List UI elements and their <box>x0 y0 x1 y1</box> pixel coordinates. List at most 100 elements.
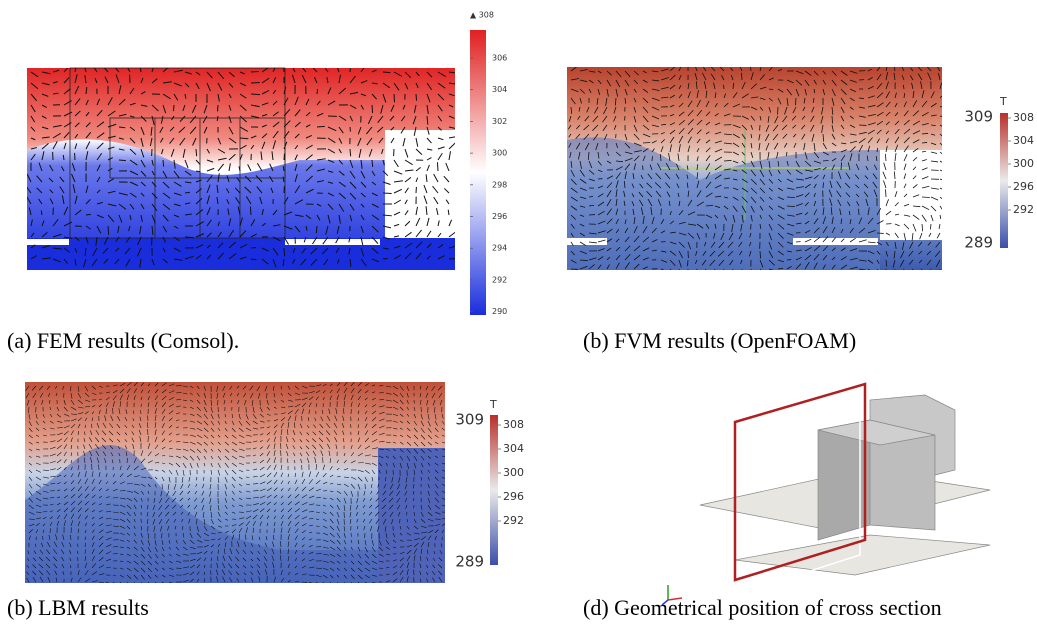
arrow <box>660 123 666 126</box>
arrow <box>107 110 116 117</box>
arrow <box>333 422 338 429</box>
arrow <box>306 457 310 464</box>
arrow <box>840 238 845 243</box>
arrow <box>63 495 69 499</box>
arrow <box>795 212 803 216</box>
arrow <box>912 139 920 144</box>
arrow <box>419 563 422 569</box>
arrow <box>687 119 694 126</box>
colorbar <box>470 30 486 315</box>
arrow <box>301 565 306 569</box>
arrow <box>210 532 216 535</box>
arrow <box>696 138 701 144</box>
arrow <box>273 494 278 499</box>
arrow <box>597 88 601 95</box>
arrow <box>584 115 590 122</box>
arrow <box>261 68 269 73</box>
arrow <box>371 258 380 263</box>
arrow <box>420 504 423 510</box>
arrow <box>154 581 157 583</box>
arrow <box>252 496 259 499</box>
arrow <box>660 230 666 234</box>
arrow <box>294 472 297 478</box>
arrow <box>856 201 860 207</box>
arrow <box>437 232 442 238</box>
arrow <box>876 207 882 216</box>
arrow <box>719 67 725 72</box>
arrow <box>250 144 255 150</box>
arrow <box>59 176 65 183</box>
arrow <box>384 476 387 482</box>
arrow <box>266 522 269 527</box>
arrow <box>822 264 826 270</box>
arrow <box>357 388 362 394</box>
arrow <box>378 560 384 563</box>
arrow <box>196 385 200 390</box>
arrow <box>714 184 722 189</box>
arrow <box>836 181 842 189</box>
arrow <box>840 115 845 122</box>
arrow <box>350 460 356 464</box>
arrow <box>196 462 199 468</box>
arrow <box>314 417 317 422</box>
arrow <box>633 115 637 123</box>
arrow <box>35 517 41 520</box>
arrow <box>867 114 876 117</box>
arrow <box>239 104 247 112</box>
arrow <box>287 556 290 562</box>
arrow <box>364 437 370 443</box>
arrow <box>91 548 95 555</box>
arrow <box>381 497 387 503</box>
arrow <box>96 164 101 172</box>
arrow <box>101 430 107 436</box>
arrow <box>217 455 222 461</box>
arrow <box>30 71 39 78</box>
arrow <box>315 497 321 499</box>
arrow <box>412 115 417 125</box>
arrow <box>140 115 147 122</box>
arrow <box>55 392 58 397</box>
arrow <box>343 468 349 471</box>
arrow <box>266 508 271 513</box>
arrow <box>35 469 41 473</box>
arrow <box>759 178 766 186</box>
arrow <box>437 126 442 131</box>
arrow <box>273 430 277 436</box>
arrow <box>272 224 281 227</box>
arrow <box>140 504 142 509</box>
arrow <box>118 159 126 162</box>
arrow <box>140 553 146 559</box>
arrow <box>129 170 139 176</box>
arrow <box>669 113 675 117</box>
arrow <box>602 115 608 123</box>
arrow <box>399 448 404 453</box>
arrow <box>371 159 374 167</box>
arrow <box>251 535 254 541</box>
arrow <box>885 145 888 153</box>
arrow <box>77 385 80 392</box>
arrow <box>126 553 131 557</box>
arrow <box>245 427 252 432</box>
arrow <box>77 478 82 485</box>
arrow <box>831 256 836 261</box>
arrow <box>168 553 172 557</box>
arrow <box>382 170 389 177</box>
arrow <box>867 259 874 264</box>
arrow <box>126 511 131 517</box>
arrow <box>77 507 82 513</box>
arrow <box>592 115 599 123</box>
arrow <box>91 523 95 527</box>
arrow <box>678 135 684 144</box>
arrow <box>838 171 842 180</box>
arrow <box>371 476 374 482</box>
arrow <box>189 455 195 461</box>
arrow <box>119 383 126 387</box>
arrow <box>845 172 851 180</box>
arrow <box>322 532 329 536</box>
arrow <box>371 567 378 571</box>
arrow <box>705 147 711 153</box>
arrow <box>885 138 889 144</box>
arrow <box>259 501 266 506</box>
arrow <box>98 564 105 569</box>
arrow <box>714 174 722 180</box>
